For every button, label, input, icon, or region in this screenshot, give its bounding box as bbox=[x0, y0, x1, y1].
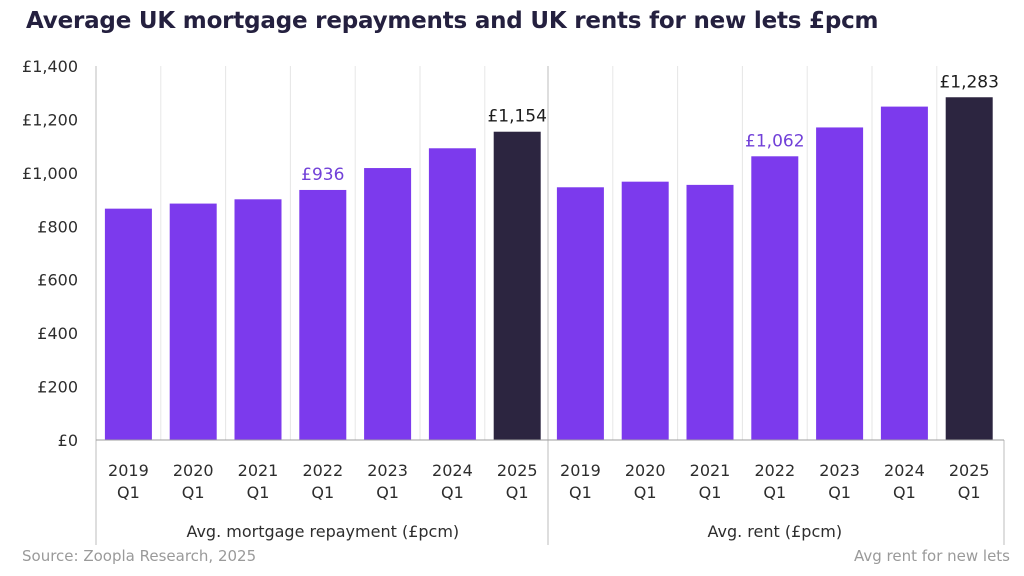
data-label: £1,062 bbox=[745, 131, 804, 151]
bar bbox=[428, 148, 476, 440]
bar bbox=[556, 187, 604, 440]
x-category-year: 2021 bbox=[690, 461, 731, 480]
x-category-quarter: Q1 bbox=[182, 483, 205, 502]
x-category-year: 2025 bbox=[949, 461, 990, 480]
bar bbox=[169, 203, 217, 440]
data-label: £1,283 bbox=[939, 72, 998, 92]
x-category-quarter: Q1 bbox=[311, 483, 334, 502]
x-category-year: 2019 bbox=[560, 461, 601, 480]
x-category-year: 2022 bbox=[302, 461, 343, 480]
x-category-year: 2023 bbox=[367, 461, 408, 480]
bar bbox=[364, 168, 412, 440]
x-category-quarter: Q1 bbox=[634, 483, 657, 502]
group-label: Avg. rent (£pcm) bbox=[708, 522, 843, 541]
y-tick-label: £600 bbox=[37, 271, 78, 290]
y-tick-label: £400 bbox=[37, 324, 78, 343]
x-category-quarter: Q1 bbox=[569, 483, 592, 502]
y-tick-label: £200 bbox=[37, 378, 78, 397]
x-category-year: 2025 bbox=[497, 461, 538, 480]
x-category-quarter: Q1 bbox=[828, 483, 851, 502]
source-note: Source: Zoopla Research, 2025 bbox=[22, 547, 257, 565]
y-tick-label: £0 bbox=[58, 431, 78, 450]
bar bbox=[686, 184, 734, 440]
y-tick-label: £1,000 bbox=[22, 164, 78, 183]
x-category-quarter: Q1 bbox=[376, 483, 399, 502]
data-label: £1,154 bbox=[487, 107, 546, 127]
x-category-quarter: Q1 bbox=[441, 483, 464, 502]
y-tick-label: £800 bbox=[37, 217, 78, 236]
x-category-year: 2024 bbox=[884, 461, 925, 480]
x-category-quarter: Q1 bbox=[763, 483, 786, 502]
x-category-year: 2024 bbox=[432, 461, 473, 480]
bar bbox=[299, 189, 347, 440]
x-category-year: 2020 bbox=[625, 461, 666, 480]
group-label: Avg. mortgage repayment (£pcm) bbox=[186, 522, 459, 541]
x-category-year: 2020 bbox=[173, 461, 214, 480]
bar bbox=[816, 127, 864, 440]
data-label: £936 bbox=[301, 165, 344, 185]
x-category-year: 2019 bbox=[108, 461, 149, 480]
bar bbox=[621, 181, 669, 440]
x-category-quarter: Q1 bbox=[117, 483, 140, 502]
chart-title: Average UK mortgage repayments and UK re… bbox=[26, 8, 879, 34]
bar bbox=[493, 131, 541, 440]
x-category-quarter: Q1 bbox=[893, 483, 916, 502]
bar bbox=[104, 208, 152, 440]
x-category-year: 2023 bbox=[819, 461, 860, 480]
x-category-quarter: Q1 bbox=[699, 483, 722, 502]
x-category-year: 2021 bbox=[238, 461, 279, 480]
x-category-quarter: Q1 bbox=[247, 483, 270, 502]
footer-note: Avg rent for new lets bbox=[853, 547, 1010, 565]
x-category-quarter: Q1 bbox=[506, 483, 529, 502]
y-tick-label: £1,200 bbox=[22, 110, 78, 129]
bar bbox=[880, 106, 928, 440]
bar bbox=[234, 199, 282, 440]
y-tick-label: £1,400 bbox=[22, 57, 78, 76]
x-category-year: 2022 bbox=[754, 461, 795, 480]
bar bbox=[751, 156, 799, 440]
x-category-quarter: Q1 bbox=[958, 483, 981, 502]
bar bbox=[945, 97, 993, 441]
